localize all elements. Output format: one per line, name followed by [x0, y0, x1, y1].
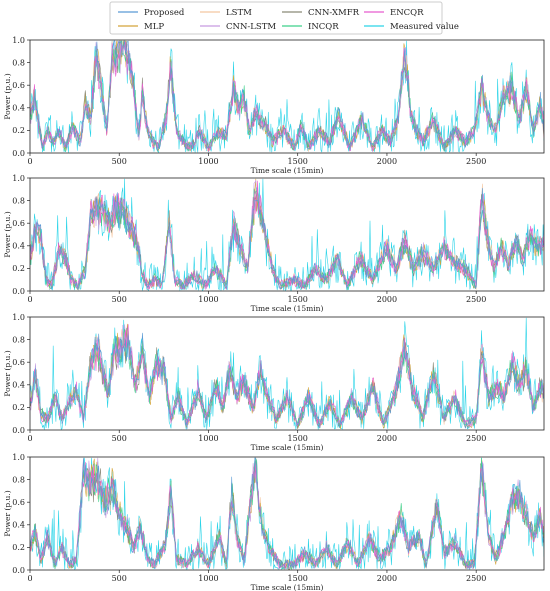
- series-line-incqr: [30, 40, 544, 152]
- chart-panel-2: 0.0 0.2 0.4 0.6 0.8 1.0 0 500 1000 1500 2000 2500 Ti…: [3, 174, 545, 313]
- chart-panel-1: 0.0 0.2 0.4 0.6 0.8 1.0 0 500 1000 1500 2000 2500 Ti…: [3, 36, 545, 175]
- x-tick-label: 1000: [198, 157, 218, 166]
- y-axis-label: Power (p.u.): [3, 350, 12, 396]
- plot-frame: [29, 177, 545, 292]
- y-tick-label: 1.0: [12, 174, 25, 183]
- x-tick-label: 500: [112, 295, 127, 304]
- y-tick-label: 0.2: [12, 264, 25, 273]
- legend-label: Proposed: [144, 8, 185, 18]
- x-axis-label: Time scale (15min): [251, 443, 324, 452]
- series-group: [30, 317, 544, 430]
- y-tick-label: 0.8: [12, 475, 25, 484]
- y-axis-label: Power (p.u.): [3, 211, 12, 257]
- y-tick-label: 0.4: [12, 381, 25, 390]
- x-tick-label: 500: [112, 574, 127, 583]
- series-line-measured-value: [30, 317, 544, 430]
- y-tick-label: 0.4: [12, 242, 25, 251]
- legend-label: Measured value: [390, 22, 459, 32]
- y-tick-label: 0.6: [12, 81, 25, 90]
- y-tick-label: 0.6: [12, 219, 25, 228]
- chart-panel-4: 0.0 0.2 0.4 0.6 0.8 1.0 0 500 1000 1500 2000 2500 Ti…: [3, 453, 545, 591]
- series-line-encqr: [30, 41, 544, 152]
- x-tick-label: 2500: [466, 157, 486, 166]
- y-tick-label: 0.4: [12, 521, 25, 530]
- panels: 0.00.20.40.60.81.00 500 1000 1500 2000 2500Ti…: [3, 36, 545, 591]
- y-tick-label: 0.2: [12, 126, 25, 135]
- series-line-proposed: [30, 332, 544, 429]
- legend-box: [109, 1, 443, 35]
- x-tick-label: 1500: [288, 295, 308, 304]
- y-tick-label: 0.0: [12, 149, 25, 158]
- series-group: [30, 457, 544, 570]
- y-tick-label: 0.0: [12, 426, 25, 435]
- y-tick-label: 1.0: [12, 313, 25, 322]
- x-tick-label: 1000: [198, 574, 218, 583]
- x-tick-label: 2000: [377, 434, 397, 443]
- legend-label: INCQR: [308, 22, 339, 32]
- x-tick-label: 1000: [198, 295, 218, 304]
- x-tick-label: 0: [27, 295, 32, 304]
- x-axis-label: Time scale (15min): [251, 304, 324, 313]
- series-group: [30, 178, 544, 291]
- y-tick-label: 0.8: [12, 58, 25, 67]
- x-axis-label: Time scale (15min): [251, 166, 324, 175]
- x-tick-label: 0: [27, 434, 32, 443]
- series-line-cnn-lstm: [30, 324, 544, 428]
- x-tick-label: 1500: [288, 574, 308, 583]
- plot-frame: [29, 316, 545, 431]
- y-tick-label: 0.2: [12, 403, 25, 412]
- x-tick-label: 500: [112, 434, 127, 443]
- x-tick-label: 500: [112, 157, 127, 166]
- y-tick-label: 0.6: [12, 358, 25, 367]
- x-tick-label: 1500: [288, 434, 308, 443]
- series-line-proposed: [30, 40, 544, 152]
- y-tick-label: 0.0: [12, 287, 25, 296]
- x-tick-label: 1500: [288, 157, 308, 166]
- series-group: [30, 40, 544, 153]
- x-tick-label: 2000: [377, 157, 397, 166]
- series-line-mlp: [30, 178, 544, 291]
- x-axis-label: Time scale (15min): [251, 583, 324, 591]
- series-line-proposed: [30, 188, 544, 290]
- legend-label: CNN-LSTM: [226, 22, 276, 32]
- x-tick-label: 2500: [466, 434, 486, 443]
- y-tick-label: 0.6: [12, 498, 25, 507]
- x-tick-label: 1000: [198, 434, 218, 443]
- plot-frame: [29, 456, 545, 571]
- y-tick-label: 0.2: [12, 543, 25, 552]
- series-line-encqr: [30, 324, 544, 428]
- x-tick-label: 0: [27, 574, 32, 583]
- y-tick-label: 0.8: [12, 335, 25, 344]
- series-line-incqr: [30, 457, 544, 570]
- x-tick-label: 2500: [466, 295, 486, 304]
- chart-panel-3: 0.0 0.2 0.4 0.6 0.8 1.0 0 500 1000 1500 2000 2500 Ti…: [3, 313, 545, 452]
- x-tick-label: 2000: [377, 295, 397, 304]
- legend-label: MLP: [144, 22, 164, 32]
- y-axis-label: Power (p.u.): [3, 73, 12, 119]
- series-line-mlp: [30, 323, 544, 430]
- plot-frame: [29, 39, 545, 154]
- y-tick-label: 0.8: [12, 196, 25, 205]
- legend-label: LSTM: [226, 8, 252, 18]
- x-tick-label: 2500: [466, 574, 486, 583]
- x-tick-label: 0: [27, 157, 32, 166]
- y-axis-label: Power (p.u.): [3, 490, 12, 536]
- legend-label: CNN-XMFR: [308, 8, 360, 18]
- series-line-proposed: [30, 457, 544, 570]
- x-tick-label: 2000: [377, 574, 397, 583]
- y-tick-label: 1.0: [12, 453, 25, 462]
- legend-label: ENCQR: [390, 8, 424, 18]
- y-tick-label: 1.0: [12, 36, 25, 45]
- y-tick-label: 0.0: [12, 566, 25, 575]
- series-line-encqr: [30, 180, 544, 290]
- series-line-measured-value: [30, 457, 544, 570]
- legend: Proposed MLP LSTM CNN-LSTM CNN-XMFR INCQR ENCQ…: [109, 1, 459, 35]
- y-tick-label: 0.4: [12, 104, 25, 113]
